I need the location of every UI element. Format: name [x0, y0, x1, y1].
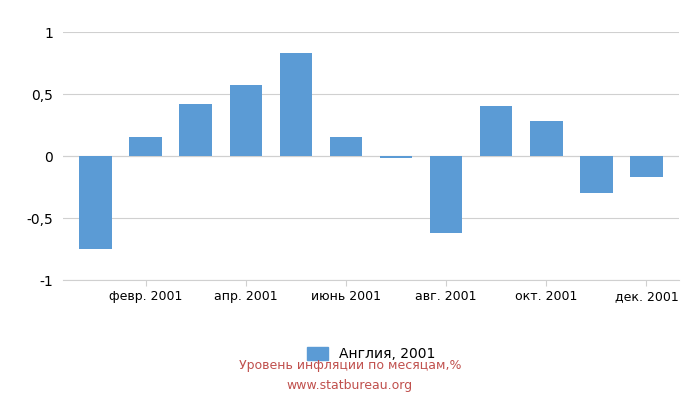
Bar: [530, 121, 563, 156]
Text: Уровень инфляции по месяцам,%: Уровень инфляции по месяцам,%: [239, 360, 461, 372]
Bar: [430, 156, 463, 233]
Bar: [330, 137, 362, 156]
Bar: [79, 156, 112, 249]
Bar: [480, 106, 512, 156]
Bar: [380, 156, 412, 158]
Bar: [130, 137, 162, 156]
Bar: [630, 156, 663, 177]
Bar: [580, 156, 612, 193]
Legend: Англия, 2001: Англия, 2001: [301, 342, 441, 367]
Text: www.statbureau.org: www.statbureau.org: [287, 380, 413, 392]
Bar: [230, 85, 262, 156]
Bar: [279, 53, 312, 156]
Bar: [179, 104, 212, 156]
